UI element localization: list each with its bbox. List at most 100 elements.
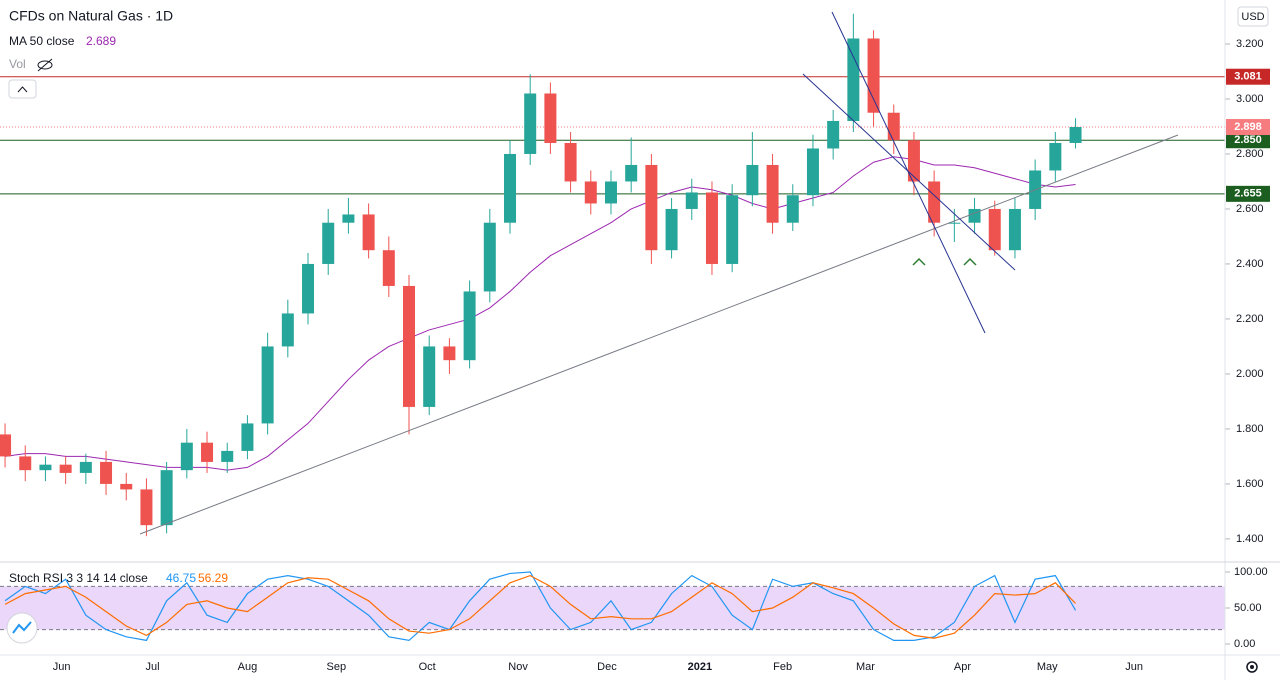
candle-body xyxy=(261,346,274,424)
x-tick-label: Mar xyxy=(856,661,875,673)
y-tick-label: 50.00 xyxy=(1234,602,1262,614)
x-tick-label: Aug xyxy=(238,661,258,673)
candle-body xyxy=(79,461,92,473)
ma-value: 2.689 xyxy=(86,34,116,48)
candle-body xyxy=(1069,127,1082,143)
marker xyxy=(963,257,977,266)
candle-body xyxy=(705,192,718,264)
candle-body xyxy=(281,313,294,347)
candle-body xyxy=(59,464,72,473)
candle-body xyxy=(584,181,597,204)
stoch-d-value: 56.29 xyxy=(198,571,228,585)
candle-body xyxy=(665,208,678,251)
candle-body xyxy=(847,38,860,121)
collapse-button[interactable] xyxy=(8,79,37,99)
x-tick-label: Jun xyxy=(53,661,71,673)
candle-body xyxy=(503,153,516,223)
candle-body xyxy=(948,222,961,224)
logo[interactable] xyxy=(6,612,38,644)
candle-body xyxy=(120,483,133,490)
candle-body xyxy=(221,450,234,462)
channel-line xyxy=(831,11,986,334)
y-tick-label: 2.000 xyxy=(1236,368,1264,380)
candle-body xyxy=(827,120,840,149)
vol-label: Vol xyxy=(9,57,26,71)
level-badge xyxy=(1226,185,1270,202)
candle-body xyxy=(1049,142,1062,171)
y-tick-label: 2.400 xyxy=(1236,258,1264,270)
level-label: 3.081 xyxy=(1234,71,1262,83)
candle-body xyxy=(726,195,739,264)
trend-line xyxy=(139,134,1179,535)
candle-body xyxy=(544,93,557,143)
candle-body xyxy=(483,222,496,292)
x-tick-label: Apr xyxy=(954,661,971,673)
candle-body xyxy=(302,263,315,314)
stoch-title: Stoch RSI 3 3 14 14 close xyxy=(9,571,148,585)
marker xyxy=(912,257,926,266)
channel-line xyxy=(802,73,1016,271)
y-tick-label: 1.800 xyxy=(1236,423,1264,435)
x-tick-label: Sep xyxy=(327,661,347,673)
stoch-line xyxy=(4,571,1077,642)
candle-body xyxy=(180,442,193,471)
candle-body xyxy=(19,456,32,471)
candle-body xyxy=(362,214,375,251)
candle-body xyxy=(382,250,395,286)
currency-button[interactable]: USD xyxy=(1237,6,1269,27)
level-badge xyxy=(1226,132,1270,149)
candle-body xyxy=(786,195,799,223)
x-tick-label: Nov xyxy=(508,661,528,673)
stoch-band xyxy=(0,586,1225,630)
x-tick-label: Oct xyxy=(419,661,436,673)
level-label: 2.850 xyxy=(1234,134,1262,146)
chart-title: CFDs on Natural Gas · 1D xyxy=(9,8,173,24)
x-tick-label: May xyxy=(1037,661,1058,673)
settings-icon[interactable] xyxy=(1246,661,1258,673)
candle-body xyxy=(201,442,214,462)
y-tick-label: 1.400 xyxy=(1236,533,1264,545)
candle-body xyxy=(463,291,476,361)
ma-label: MA 50 close xyxy=(9,34,75,48)
candle-body xyxy=(746,164,759,196)
y-tick-label: 2.200 xyxy=(1236,313,1264,325)
candle-body xyxy=(100,461,113,484)
y-tick-label: 1.600 xyxy=(1236,478,1264,490)
candle-body xyxy=(645,164,658,251)
hide-icon[interactable] xyxy=(37,58,53,72)
candle-body xyxy=(806,148,819,196)
candle-body xyxy=(524,93,537,154)
candle-body xyxy=(867,38,880,113)
stoch-line xyxy=(4,574,1076,639)
x-tick-label: Dec xyxy=(597,661,617,673)
candle-body xyxy=(564,142,577,182)
candle-body xyxy=(928,181,941,223)
currency: USD xyxy=(1241,11,1264,23)
candle-body xyxy=(39,464,52,471)
candle-body xyxy=(160,470,173,526)
candle-body xyxy=(968,208,981,223)
last-price-badge xyxy=(1226,119,1270,136)
candle-body xyxy=(685,192,698,209)
x-tick-label: Feb xyxy=(773,661,792,673)
candle-body xyxy=(625,164,638,182)
candle-body xyxy=(342,214,355,223)
candle-body xyxy=(887,112,900,141)
last-price-label: 2.898 xyxy=(1234,121,1262,133)
y-tick-label: 2.600 xyxy=(1236,203,1264,215)
candle-body xyxy=(423,346,436,407)
candle-body xyxy=(1008,208,1021,251)
x-tick-label: Jun xyxy=(1125,661,1143,673)
candle-body xyxy=(0,434,12,457)
y-tick-label: 0.00 xyxy=(1234,638,1255,650)
y-tick-label: 3.000 xyxy=(1236,93,1264,105)
candle-body xyxy=(403,285,416,407)
y-tick-label: 3.200 xyxy=(1236,38,1264,50)
y-tick-label: 2.800 xyxy=(1236,148,1264,160)
candle-body xyxy=(140,489,153,526)
candle-body xyxy=(907,140,920,182)
x-tick-label: 2021 xyxy=(688,661,712,673)
candle-body xyxy=(322,222,335,264)
